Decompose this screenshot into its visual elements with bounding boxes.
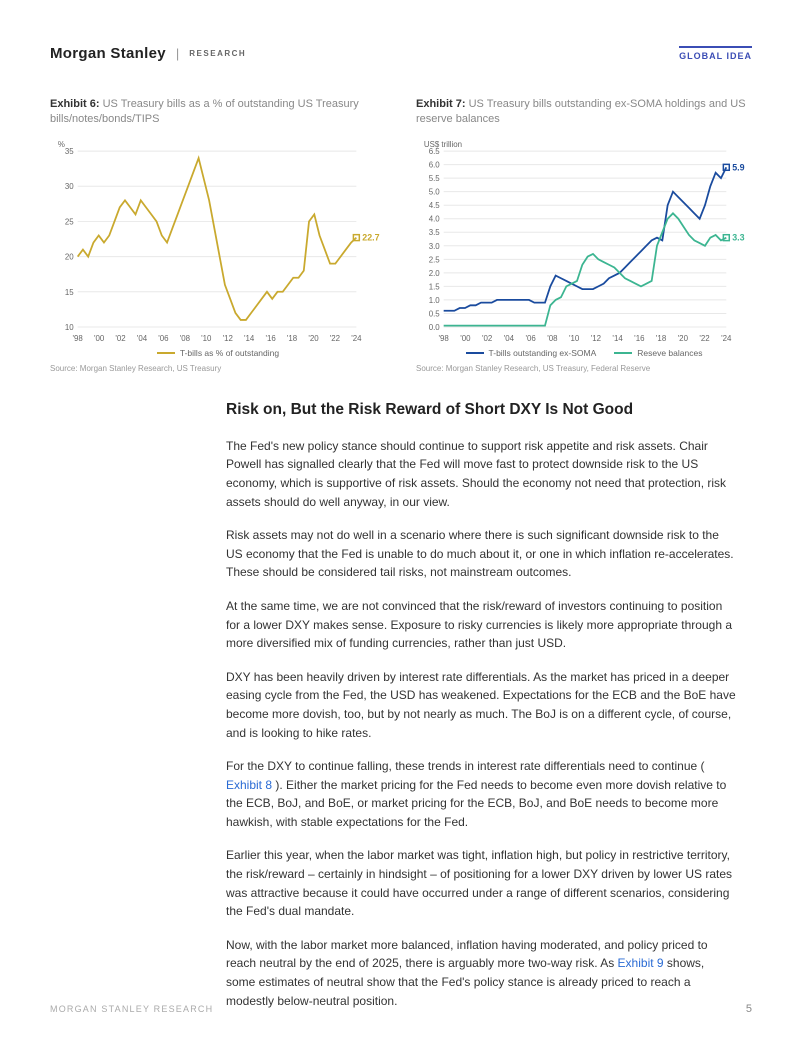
svg-text:10: 10 [65,323,74,332]
svg-text:'20: '20 [308,334,319,343]
svg-text:4.5: 4.5 [429,201,441,210]
svg-text:25: 25 [65,217,74,226]
text: ). Either the market pricing for the Fed… [226,778,726,829]
svg-text:1.0: 1.0 [429,296,441,305]
svg-text:0.5: 0.5 [429,309,441,318]
exhibit-6-legend: T-bills as % of outstanding [50,348,386,358]
exhibit-7: Exhibit 7: US Treasury bills outstanding… [416,97,752,373]
svg-text:3.3: 3.3 [732,232,744,242]
page-footer: MORGAN STANLEY RESEARCH 5 [50,1003,752,1015]
svg-text:'08: '08 [180,334,191,343]
svg-text:'10: '10 [201,334,212,343]
exhibit-7-caption: US Treasury bills outstanding ex-SOMA ho… [416,98,746,125]
svg-text:%: % [58,140,65,149]
exhibit-9-link[interactable]: Exhibit 9 [618,956,664,970]
svg-text:'02: '02 [115,334,125,343]
svg-text:'06: '06 [158,334,169,343]
svg-text:5.9: 5.9 [732,162,744,172]
svg-text:'10: '10 [569,334,580,343]
svg-text:'16: '16 [634,334,645,343]
legend-label: T-bills outstanding ex-SOMA [489,348,597,358]
svg-text:0.0: 0.0 [429,323,441,332]
legend-swatch [614,352,632,354]
legend-label: T-bills as % of outstanding [180,348,279,358]
svg-text:5.0: 5.0 [429,187,441,196]
svg-text:6.5: 6.5 [429,147,441,156]
paragraph: DXY has been heavily driven by interest … [226,668,736,742]
svg-text:'08: '08 [547,334,558,343]
svg-text:'14: '14 [612,334,623,343]
svg-text:'98: '98 [73,334,84,343]
paragraph: Risk assets may not do well in a scenari… [226,526,736,582]
svg-text:3.5: 3.5 [429,228,441,237]
svg-text:'00: '00 [460,334,471,343]
svg-text:30: 30 [65,182,74,191]
exhibit-6-label: Exhibit 6: [50,98,100,110]
svg-text:'12: '12 [591,334,601,343]
svg-text:'02: '02 [482,334,492,343]
paragraph: The Fed's new policy stance should conti… [226,437,736,511]
paragraph: At the same time, we are not convinced t… [226,597,736,653]
exhibit-7-title: Exhibit 7: US Treasury bills outstanding… [416,97,752,128]
svg-text:'14: '14 [244,334,255,343]
svg-text:6.0: 6.0 [429,160,441,169]
legend-label: Reseve balances [637,348,702,358]
svg-text:'98: '98 [439,334,450,343]
svg-text:'24: '24 [351,334,362,343]
brand-block: Morgan Stanley | RESEARCH [50,45,246,62]
global-idea-tag: GLOBAL IDEA [679,46,752,61]
svg-text:15: 15 [65,288,74,297]
svg-text:20: 20 [65,252,74,261]
section-title: Risk on, But the Risk Reward of Short DX… [226,401,736,419]
svg-text:'04: '04 [504,334,515,343]
svg-text:'22: '22 [330,334,340,343]
text: For the DXY to continue falling, these t… [226,759,705,773]
exhibit-6: Exhibit 6: US Treasury bills as a % of o… [50,97,386,373]
exhibit-6-chart: % 10 15 20 25 30 35 '98 '00 '02 '04 '06 '08 '10 '12 '14… [50,136,386,346]
exhibit-6-title: Exhibit 6: US Treasury bills as a % of o… [50,97,386,128]
page-header: Morgan Stanley | RESEARCH GLOBAL IDEA [50,45,752,62]
svg-text:'16: '16 [265,334,276,343]
svg-text:22.7: 22.7 [362,232,379,242]
brand-sub: RESEARCH [189,49,246,58]
svg-text:2.0: 2.0 [429,269,441,278]
svg-text:1.5: 1.5 [429,282,441,291]
svg-text:'00: '00 [94,334,105,343]
exhibit-7-legend: T-bills outstanding ex-SOMA Reseve balanc… [416,348,752,358]
legend-item: T-bills as % of outstanding [157,348,279,358]
exhibit-7-source: Source: Morgan Stanley Research, US Trea… [416,364,752,373]
legend-swatch [157,352,175,354]
svg-text:'04: '04 [137,334,148,343]
legend-item: T-bills outstanding ex-SOMA [466,348,597,358]
legend-item: Reseve balances [614,348,702,358]
exhibit-7-chart: US$ trillion0.00.51.01.52.02.53.03.54.04… [416,136,752,346]
svg-text:2.5: 2.5 [429,255,441,264]
svg-text:'24: '24 [721,334,732,343]
brand-divider: | [176,46,179,61]
footer-text: MORGAN STANLEY RESEARCH [50,1004,213,1014]
svg-text:'12: '12 [223,334,233,343]
svg-text:35: 35 [65,147,74,156]
svg-text:'22: '22 [699,334,709,343]
brand-name: Morgan Stanley [50,45,166,62]
svg-text:3.0: 3.0 [429,242,441,251]
exhibit-7-label: Exhibit 7: [416,98,466,110]
paragraph: Earlier this year, when the labor market… [226,846,736,920]
body-content: Risk on, But the Risk Reward of Short DX… [226,401,736,1010]
exhibit-6-source: Source: Morgan Stanley Research, US Trea… [50,364,386,373]
paragraph: Now, with the labor market more balanced… [226,936,736,1010]
svg-text:'18: '18 [287,334,298,343]
paragraph: For the DXY to continue falling, these t… [226,757,736,831]
svg-text:4.0: 4.0 [429,214,441,223]
page-number: 5 [746,1003,752,1015]
exhibit-8-link[interactable]: Exhibit 8 [226,778,272,792]
svg-text:'20: '20 [678,334,689,343]
svg-text:5.5: 5.5 [429,174,441,183]
exhibits-row: Exhibit 6: US Treasury bills as a % of o… [50,97,752,373]
legend-swatch [466,352,484,354]
svg-text:'06: '06 [525,334,536,343]
svg-text:'18: '18 [656,334,667,343]
